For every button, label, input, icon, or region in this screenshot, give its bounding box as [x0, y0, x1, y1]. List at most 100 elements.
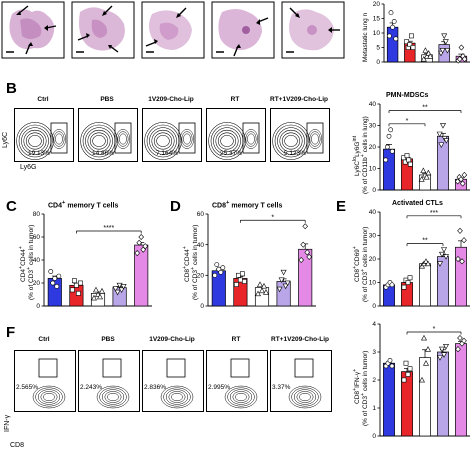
significance-label: ** [422, 238, 428, 245]
data-point [114, 289, 121, 296]
y-tick-label: 0 [36, 303, 40, 310]
data-point [389, 363, 395, 369]
density-contour [35, 387, 63, 407]
flow-plot [206, 350, 268, 412]
data-point [438, 142, 445, 148]
panel-label-b: B [6, 80, 17, 97]
data-point [71, 278, 77, 284]
density-contour [232, 391, 250, 403]
flow-sample-title: 1V209-Cho-Lip [149, 336, 195, 343]
bar [455, 246, 467, 307]
density-contour [119, 133, 127, 145]
data-point [388, 127, 394, 133]
y-tick-label: 40 [369, 209, 377, 216]
activated-ctl-title: Activated CTLs [392, 200, 443, 207]
data-point [383, 157, 389, 163]
metastatic-nodules-plot: 0 5 10 15 20 [373, 1, 470, 66]
density-contour [156, 135, 170, 147]
data-point [306, 253, 313, 260]
density-contour [296, 391, 314, 403]
flow-gate-percentage: 2.836% [144, 384, 167, 391]
density-contour [299, 392, 311, 402]
data-point [78, 280, 83, 286]
data-point [282, 283, 289, 290]
density-contour [272, 122, 310, 160]
data-point [461, 56, 468, 63]
data-point [284, 280, 291, 287]
bar [134, 244, 149, 307]
data-point [52, 276, 58, 281]
flow-plot [142, 108, 202, 162]
data-point [407, 366, 413, 372]
density-contour [291, 387, 319, 407]
cd4-memory-plot: 0 20 40 60 80 **** [33, 211, 152, 310]
data-point [278, 277, 285, 284]
density-contour [144, 122, 182, 160]
cd8-memory-title: CD8+ memory T cells [212, 200, 283, 210]
data-point [48, 269, 54, 274]
y-tick-label: 10 [373, 30, 381, 37]
y-tick-label: 2 [372, 377, 376, 384]
gate-box [294, 358, 314, 378]
data-point [444, 47, 451, 54]
y-tick-label: 1 [372, 405, 376, 412]
flow-gate-percentage: 19.13% [28, 150, 51, 157]
gate-box [50, 122, 68, 154]
density-contour [115, 129, 131, 149]
data-point [458, 176, 464, 183]
data-point [90, 294, 97, 301]
data-point [422, 360, 430, 366]
data-point [459, 180, 466, 187]
panel-label-d: D [170, 198, 181, 215]
significance-label: **** [103, 225, 114, 232]
y-tick-label: 0 [372, 187, 376, 194]
data-point [425, 346, 432, 352]
density-contour [181, 131, 193, 147]
significance-label: ** [422, 105, 428, 112]
cd4-memory-title: CD4+ memory T cells [48, 200, 119, 210]
gate-box [242, 122, 260, 154]
flow-gate-percentage: 25.37% [220, 150, 243, 157]
data-point [276, 286, 283, 293]
gate-box [38, 358, 58, 378]
density-contour [220, 135, 234, 147]
density-contour [92, 135, 106, 147]
significance-label: * [433, 326, 436, 333]
data-point [418, 376, 425, 383]
data-point [304, 249, 311, 256]
bar [419, 263, 431, 307]
y-tick-label: 40 [369, 101, 377, 108]
flow-sample-title: PBS [101, 336, 115, 343]
data-point [92, 286, 99, 293]
flow-gate-percentage: 5.123% [284, 150, 307, 157]
y-tick-label: 30 [369, 233, 377, 240]
density-contour [229, 389, 253, 405]
density-contour [293, 389, 317, 405]
data-point [420, 334, 428, 341]
data-point [455, 255, 461, 263]
density-contour [80, 122, 118, 160]
data-point [425, 260, 432, 267]
density-contour [165, 389, 189, 405]
data-point [391, 18, 397, 24]
panel-label-e: E [336, 198, 347, 215]
data-point [73, 282, 79, 288]
data-point [403, 360, 409, 366]
density-contour [160, 385, 194, 409]
y-tick-label: 20 [369, 144, 377, 151]
density-contour [168, 391, 186, 403]
density-contour [104, 391, 122, 403]
flow-gate-percentage: 2.243% [80, 384, 103, 391]
density-contour [51, 129, 67, 149]
density-contour [284, 135, 298, 147]
y-tick-label: 20 [197, 273, 205, 280]
y-tick-label: 40 [33, 257, 41, 264]
data-point [427, 53, 434, 59]
data-point [440, 247, 448, 253]
cd8-memory-chart: CD8+ memory T cells CD8+CD44+ (% of CD3+… [182, 200, 322, 322]
density-contour [281, 132, 301, 150]
bar [437, 351, 449, 437]
ifng-ctl-plot: 0 1 2 3 4 * [372, 321, 470, 440]
data-point [214, 262, 220, 267]
data-point [407, 161, 413, 167]
